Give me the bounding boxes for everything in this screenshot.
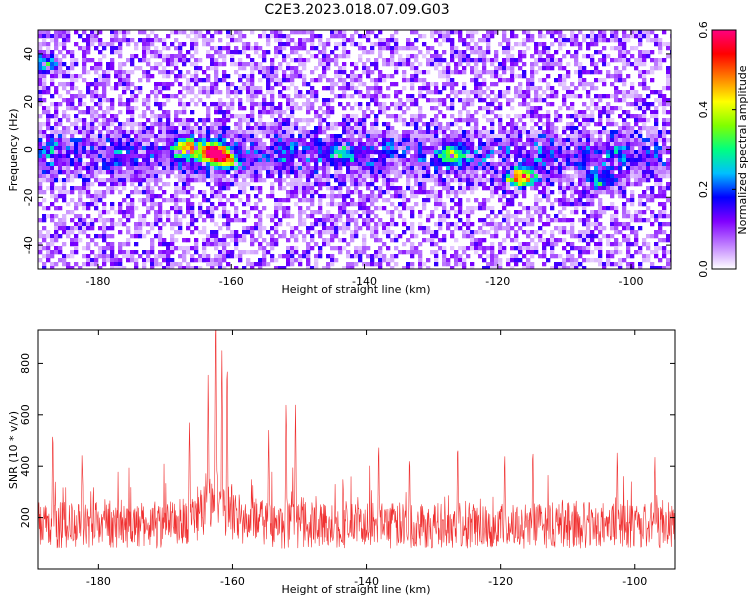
colorbar-label: Normalized spectral amplitude [736,65,749,234]
x-tick-label: -180 [85,275,110,288]
snr-x-axis: -180 -160 -140 -120 -100 [86,330,647,588]
y-tick-label: 400 [19,456,32,477]
spectrogram-x-axis: -180 -160 -140 -120 -100 [85,30,644,288]
y-tick-label: 0 [22,146,35,153]
colorbar-tick-label: 0.6 [697,21,710,39]
y-tick-label: 40 [22,47,35,61]
spectrogram-heatmap [38,30,671,269]
colorbar-tick-label: 0.2 [697,181,710,199]
y-tick-label: -20 [22,188,35,206]
x-tick-label: -120 [488,575,513,588]
colorbar-tick-label: 0.4 [697,101,710,119]
colorbar-scale [711,29,737,270]
snr-series-line [38,330,675,549]
x-tick-label: -120 [485,275,510,288]
spectrogram-y-axis: -40 -20 0 20 40 [22,47,671,254]
snr-y-axis-label: SNR (10 * v/v) [7,411,20,489]
snr-frame [37,329,676,570]
spectrogram-panel: -180 -160 -140 -120 -100 -40 -20 0 20 40 Height … [7,29,672,296]
x-tick-label: -160 [219,275,244,288]
y-tick-label: 600 [19,404,32,425]
y-tick-label: 20 [22,95,35,109]
spectrogram-x-axis-label: Height of straight line (km) [281,283,430,296]
y-tick-label: 200 [19,507,32,528]
figure-title: C2E3.2023.018.07.09.G03 [264,2,449,18]
x-tick-label: -180 [86,575,111,588]
x-tick-label: -140 [352,275,377,288]
spectrogram-y-axis-label: Frequency (Hz) [7,109,20,192]
snr-x-axis-label: Height of straight line (km) [281,583,430,596]
y-tick-label: -40 [22,236,35,254]
snr-panel: -180 -160 -140 -120 -100 200 400 600 800 Height… [7,329,676,596]
colorbar: 0.0 0.2 0.4 0.6 Normalized spectral amplitu… [697,21,749,278]
x-tick-label: -140 [354,575,379,588]
colorbar-tick-label: 0.0 [697,260,710,278]
y-tick-label: 800 [19,353,32,374]
x-tick-label: -100 [622,575,647,588]
colorbar-ticks: 0.0 0.2 0.4 0.6 [697,21,736,278]
snr-y-axis: 200 400 600 800 [19,353,675,528]
x-tick-label: -160 [220,575,245,588]
x-tick-label: -100 [619,275,644,288]
